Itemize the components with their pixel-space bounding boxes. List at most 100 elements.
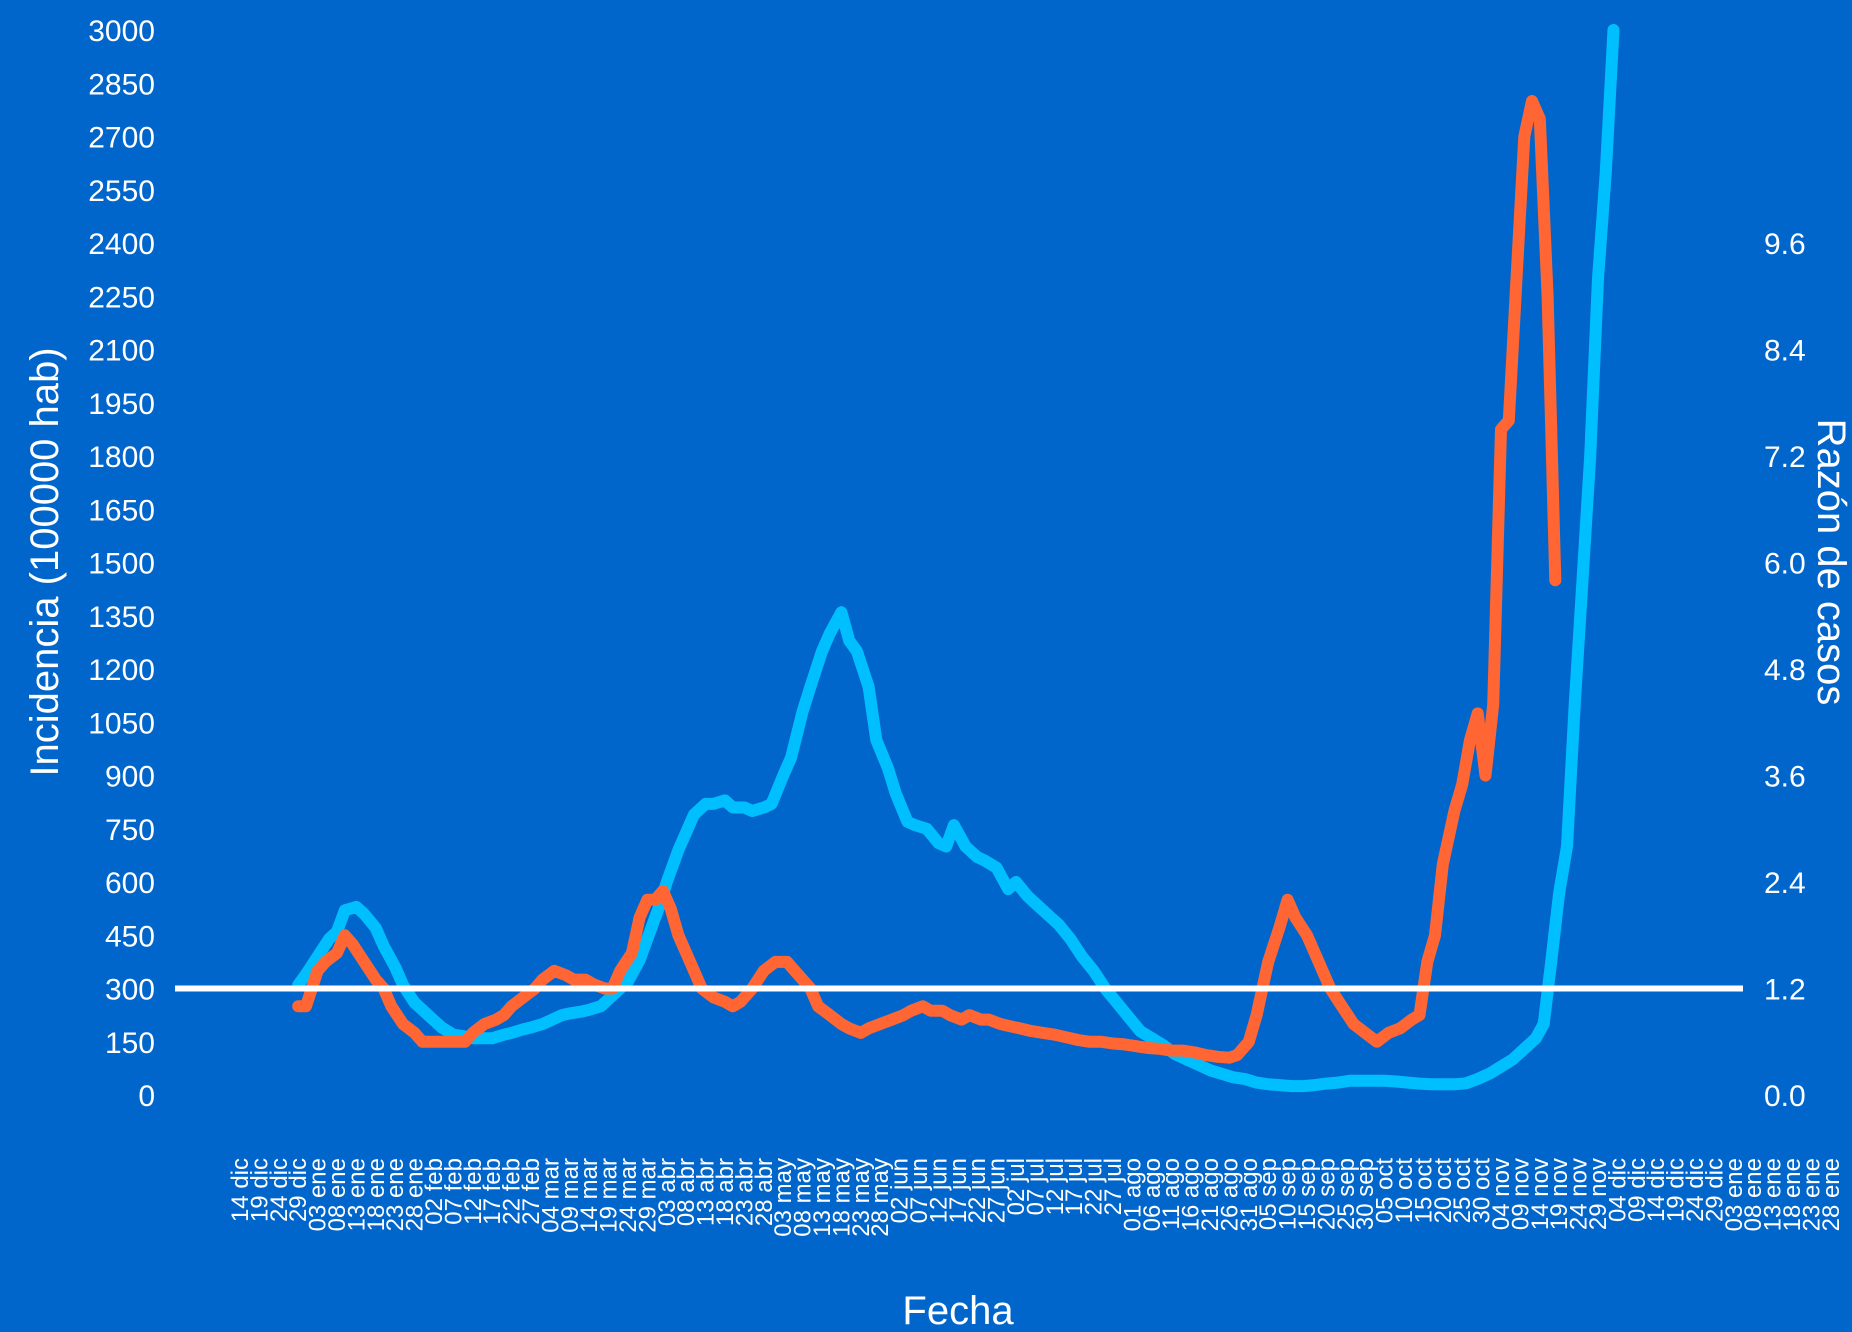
x-tick-label: 09 mar bbox=[557, 1158, 584, 1233]
y-tick-label-right: 9.6 bbox=[1764, 228, 1806, 261]
x-tick-label: 15 sep bbox=[1294, 1158, 1321, 1230]
x-tick-label: 08 ene bbox=[1740, 1158, 1767, 1231]
x-tick-label: 03 may bbox=[770, 1158, 797, 1237]
case-ratio-series-line bbox=[292, 95, 1562, 1064]
x-axis-title: Fecha bbox=[902, 1289, 1014, 1332]
x-tick-label: 28 ene bbox=[1818, 1158, 1845, 1231]
y-tick-label-left: 1950 bbox=[88, 388, 155, 421]
y-tick-label-left: 150 bbox=[105, 1027, 155, 1060]
x-tick-label: 14 mar bbox=[576, 1158, 603, 1233]
y-tick-label-left: 2700 bbox=[88, 122, 155, 155]
y-tick-label-left: 2850 bbox=[88, 68, 155, 101]
x-tick-label: 24 dic bbox=[1682, 1158, 1709, 1222]
x-tick-label: 06 ago bbox=[1139, 1158, 1166, 1231]
y-tick-label-left: 900 bbox=[105, 761, 155, 794]
y-tick-label-right: 3.6 bbox=[1764, 761, 1806, 794]
x-tick-label: 17 jun bbox=[945, 1158, 972, 1223]
left-axis-ticks: 0 150 300 450 600 750 900 1050 1200 1350 1500 1650 1… bbox=[88, 15, 155, 1113]
x-tick-label: 18 ene bbox=[1779, 1158, 1806, 1231]
x-tick-label: 23 ene bbox=[1798, 1158, 1825, 1231]
x-tick-label: 28 may bbox=[867, 1158, 894, 1237]
x-tick-label: 17 jul bbox=[1061, 1158, 1088, 1215]
y-tick-label-right: 2.4 bbox=[1764, 867, 1806, 900]
x-tick-label: 27 jun bbox=[984, 1158, 1011, 1223]
y-axis-title-right: Razón de casos bbox=[1809, 419, 1852, 706]
y-tick-label-left: 1800 bbox=[88, 441, 155, 474]
x-tick-label: 28 ene bbox=[402, 1158, 429, 1231]
x-tick-label: 24 nov bbox=[1566, 1158, 1593, 1230]
x-tick-label: 10 oct bbox=[1391, 1158, 1418, 1224]
x-tick-label: 13 ene bbox=[1760, 1158, 1787, 1231]
y-axis-title-left: Incidencia (100000 hab) bbox=[23, 347, 67, 776]
y-tick-label-left: 300 bbox=[105, 974, 155, 1007]
x-tick-label: 01 ago bbox=[1119, 1158, 1146, 1231]
y-tick-label-left: 3000 bbox=[88, 15, 155, 48]
x-tick-label: 14 dic bbox=[227, 1158, 254, 1222]
x-tick-label: 12 jun bbox=[925, 1158, 952, 1223]
y-tick-label-left: 750 bbox=[105, 814, 155, 847]
x-tick-label: 19 nov bbox=[1546, 1158, 1573, 1230]
x-tick-label: 24 dic bbox=[266, 1158, 293, 1222]
y-tick-label-left: 2400 bbox=[88, 228, 155, 261]
x-tick-label: 08 ene bbox=[324, 1158, 351, 1231]
x-tick-label: 29 nov bbox=[1585, 1158, 1612, 1230]
x-tick-label: 20 oct bbox=[1430, 1158, 1457, 1224]
x-tick-label: 29 dic bbox=[285, 1158, 312, 1222]
y-tick-label-left: 2550 bbox=[88, 175, 155, 208]
y-tick-label-right: 0.0 bbox=[1764, 1080, 1806, 1113]
x-tick-label: 22 feb bbox=[499, 1158, 526, 1225]
x-tick-label: 04 nov bbox=[1488, 1158, 1515, 1230]
x-tick-label: 22 jul bbox=[1081, 1158, 1108, 1215]
x-tick-label: 04 dic bbox=[1604, 1158, 1631, 1222]
x-tick-label: 25 sep bbox=[1333, 1158, 1360, 1230]
x-tick-label: 08 abr bbox=[673, 1158, 700, 1226]
y-tick-label-right: 8.4 bbox=[1764, 335, 1806, 368]
x-tick-label: 05 sep bbox=[1255, 1158, 1282, 1230]
x-tick-label: 02 feb bbox=[421, 1158, 448, 1225]
x-tick-label: 23 abr bbox=[731, 1158, 758, 1226]
x-tick-label: 31 ago bbox=[1236, 1158, 1263, 1231]
x-tick-label: 28 abr bbox=[751, 1158, 778, 1226]
x-tick-label: 20 sep bbox=[1313, 1158, 1340, 1230]
x-tick-label: 18 may bbox=[828, 1158, 855, 1237]
x-tick-label: 24 mar bbox=[615, 1158, 642, 1233]
x-tick-label: 05 oct bbox=[1372, 1158, 1399, 1224]
x-tick-label: 02 jun bbox=[887, 1158, 914, 1223]
x-tick-label: 13 abr bbox=[693, 1158, 720, 1226]
x-tick-label: 26 ago bbox=[1216, 1158, 1243, 1231]
x-tick-label: 29 mar bbox=[634, 1158, 661, 1233]
x-tick-label: 19 dic bbox=[1663, 1158, 1690, 1222]
x-tick-label: 18 abr bbox=[712, 1158, 739, 1226]
y-tick-label-right: 6.0 bbox=[1764, 548, 1806, 581]
x-tick-label: 03 ene bbox=[305, 1158, 332, 1231]
y-tick-label-left: 450 bbox=[105, 920, 155, 953]
x-tick-label: 13 may bbox=[809, 1158, 836, 1237]
x-tick-label: 15 oct bbox=[1410, 1158, 1437, 1224]
incidence-series-line bbox=[292, 24, 1620, 1093]
y-tick-label-left: 0 bbox=[138, 1080, 155, 1113]
y-tick-label-left: 1350 bbox=[88, 601, 155, 634]
x-tick-label: 21 ago bbox=[1197, 1158, 1224, 1231]
x-tick-label: 16 ago bbox=[1178, 1158, 1205, 1231]
x-tick-label: 22 jun bbox=[964, 1158, 991, 1223]
x-tick-label: 03 abr bbox=[654, 1158, 681, 1226]
x-tick-label: 27 jul bbox=[1100, 1158, 1127, 1215]
x-tick-label: 12 feb bbox=[460, 1158, 487, 1225]
x-tick-label: 09 nov bbox=[1507, 1158, 1534, 1230]
right-axis-ticks: 0.0 1.2 2.4 3.6 4.8 6.0 7.2 8.4 9.6 bbox=[1764, 228, 1806, 1113]
x-tick-label: 27 feb bbox=[518, 1158, 545, 1225]
x-tick-label: 29 dic bbox=[1701, 1158, 1728, 1222]
x-tick-label: 30 oct bbox=[1469, 1158, 1496, 1224]
x-tick-label: 11 ago bbox=[1158, 1158, 1185, 1230]
x-tick-label: 07 jun bbox=[906, 1158, 933, 1223]
y-tick-label-right: 1.2 bbox=[1764, 974, 1806, 1007]
y-tick-label-right: 4.8 bbox=[1764, 654, 1806, 687]
x-tick-label: 23 ene bbox=[382, 1158, 409, 1231]
x-tick-label: 30 sep bbox=[1352, 1158, 1379, 1230]
y-tick-label-left: 1200 bbox=[88, 654, 155, 687]
y-tick-label-left: 2250 bbox=[88, 281, 155, 314]
x-tick-label: 18 ene bbox=[363, 1158, 390, 1231]
y-tick-label-right: 7.2 bbox=[1764, 441, 1806, 474]
